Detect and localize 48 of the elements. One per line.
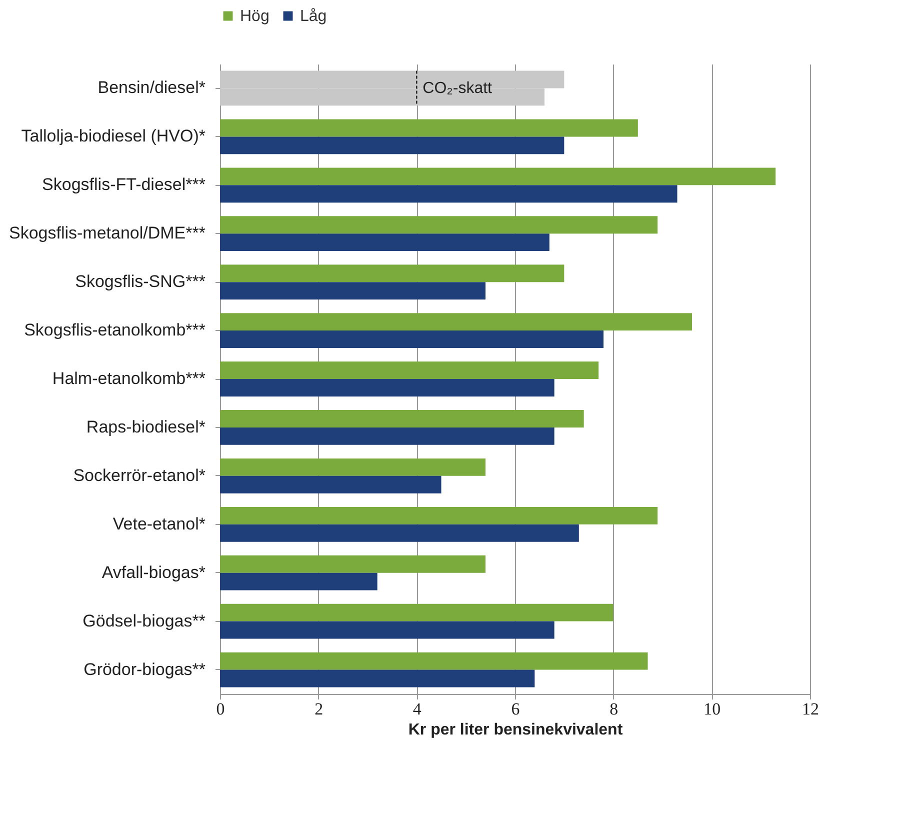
x-tick-label: 0 [216, 700, 225, 718]
bar [220, 621, 554, 639]
bar [220, 458, 486, 476]
bar [220, 652, 648, 670]
x-tick-label: 12 [802, 700, 819, 718]
y-tick-label: Avfall-biogas* [102, 562, 206, 582]
y-tick-label: Skogsflis-etanolkomb*** [24, 320, 206, 340]
bar [220, 216, 658, 234]
y-tick-label: Halm-etanolkomb*** [52, 369, 206, 388]
bar [220, 604, 614, 622]
y-tick-label: Gödsel-biogas** [82, 611, 206, 630]
x-tick-label: 2 [314, 700, 324, 718]
bar [220, 476, 442, 494]
y-tick-label: Skogsflis-SNG*** [75, 272, 206, 292]
bar [220, 427, 554, 445]
bar [220, 572, 378, 590]
annotation: CO₂-skatt [422, 80, 493, 98]
bar [220, 313, 692, 331]
bar [220, 282, 486, 300]
x-tick-label: 8 [610, 700, 618, 718]
bar [220, 410, 584, 428]
y-tick-label: Skogsflis-FT-diesel*** [42, 175, 206, 194]
y-tick-label: Raps-biodiesel* [86, 417, 206, 436]
legend-label: Hög [240, 8, 270, 25]
x-tick-label: 6 [511, 700, 520, 718]
y-tick-label: Tallolja-biodiesel (HVO)* [21, 126, 206, 146]
y-tick-label: Sockerrör-etanol* [73, 466, 206, 485]
legend-label: Låg [300, 8, 327, 25]
bar [220, 119, 638, 137]
y-tick-label: Grödor-biogas** [84, 660, 206, 679]
bar [220, 168, 776, 186]
bar [220, 670, 535, 688]
bar [220, 136, 564, 154]
bar [220, 234, 550, 252]
bar [220, 379, 554, 396]
bar [220, 185, 678, 203]
bar [220, 330, 604, 348]
bar [220, 264, 564, 282]
y-tick-label: Skogsflis-metanol/DME*** [8, 224, 206, 243]
y-tick-label: Vete-etanol* [112, 514, 206, 534]
bar [220, 506, 658, 524]
y-tick-label: Bensin/diesel* [98, 78, 206, 98]
bar [220, 524, 579, 542]
x-tick-label: 10 [704, 700, 721, 718]
x-axis-title: Kr per liter bensinekvivalent [408, 722, 624, 738]
bar [220, 362, 599, 379]
x-tick-label: 4 [412, 700, 422, 718]
bar [220, 555, 486, 573]
